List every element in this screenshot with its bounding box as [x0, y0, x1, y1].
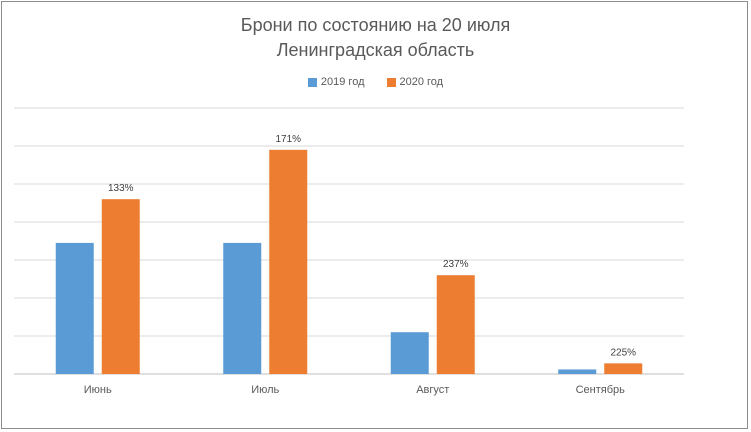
- bar-2019-год-2: [390, 332, 429, 374]
- bar-2020-год-2: [436, 275, 475, 374]
- bar-2020-год-0: [101, 199, 140, 374]
- bar-2019-год-3: [558, 369, 597, 374]
- bar-2019-год-1: [223, 242, 262, 374]
- legend-swatch-2020: [386, 77, 396, 87]
- data-label: 225%: [610, 347, 636, 358]
- bar-2019-год-0: [55, 242, 94, 374]
- legend-label-2020: 2020 год: [399, 76, 444, 88]
- data-label: 171%: [275, 134, 301, 145]
- chart-subtitle: Ленинградская область: [276, 40, 475, 60]
- chart-legend: 2019 год 2020 год: [0, 76, 751, 88]
- legend-item-2019: 2019 год: [307, 76, 365, 88]
- x-tick-label: Июль: [251, 384, 279, 396]
- x-tick-label: Август: [416, 384, 449, 396]
- x-tick-label: Июнь: [84, 384, 112, 396]
- data-label: 237%: [443, 259, 469, 270]
- legend-item-2020: 2020 год: [386, 76, 444, 88]
- bar-2020-год-1: [269, 149, 308, 374]
- data-label: 133%: [108, 183, 134, 194]
- x-tick-label: Сентябрь: [576, 384, 626, 396]
- legend-label-2019: 2019 год: [320, 76, 365, 88]
- chart-title: Брони по состоянию на 20 июля: [240, 15, 511, 35]
- legend-swatch-2019: [307, 77, 317, 87]
- bar-2020-год-3: [604, 363, 643, 374]
